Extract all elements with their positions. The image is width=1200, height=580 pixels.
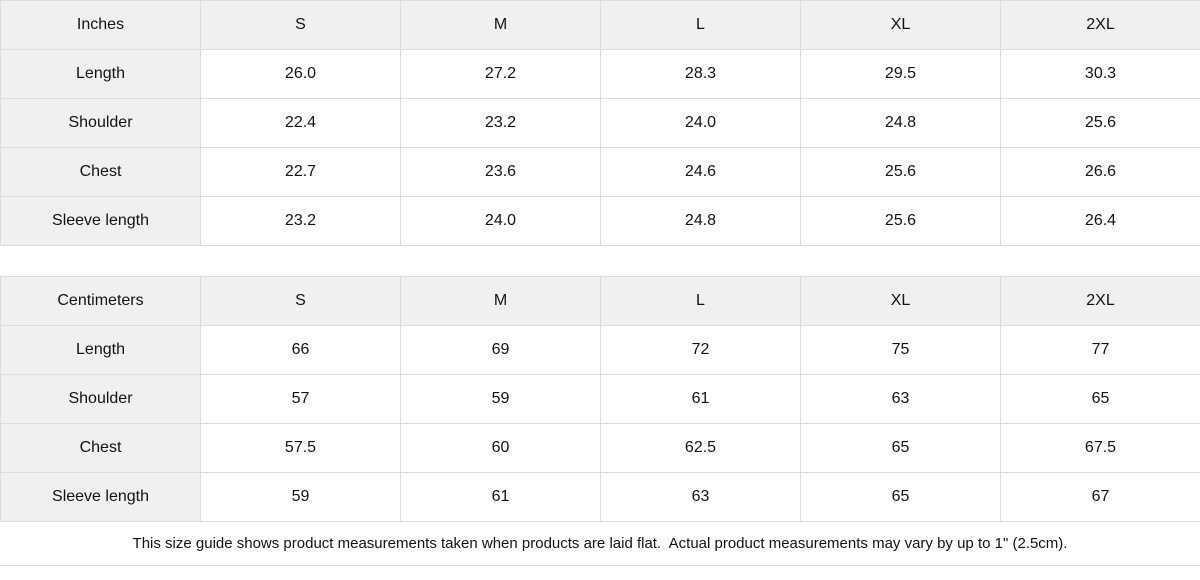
table-row: Shoulder 57 59 61 63 65 [0, 374, 1200, 424]
measurement-value: 65 [800, 472, 1001, 522]
measurement-value: 22.7 [200, 147, 401, 197]
table-header-row: Inches S M L XL 2XL [0, 0, 1200, 50]
measurement-label: Length [0, 325, 201, 375]
measurement-value: 72 [600, 325, 801, 375]
measurement-value: 63 [800, 374, 1001, 424]
measurement-label: Chest [0, 423, 201, 473]
measurement-value: 59 [200, 472, 401, 522]
measurement-value: 24.0 [600, 98, 801, 148]
measurement-value: 23.6 [400, 147, 601, 197]
measurement-value: 77 [1000, 325, 1200, 375]
measurement-value: 25.6 [800, 196, 1001, 246]
measurement-value: 25.6 [800, 147, 1001, 197]
footer-note-text: This size guide shows product measuremen… [132, 535, 1068, 552]
measurement-value: 24.0 [400, 196, 601, 246]
measurement-value: 24.6 [600, 147, 801, 197]
size-column-header-m: M [400, 0, 601, 50]
table-row: Sleeve length 23.2 24.0 24.8 25.6 26.4 [0, 196, 1200, 246]
measurement-value: 65 [800, 423, 1001, 473]
measurement-value: 62.5 [600, 423, 801, 473]
table-header-row: Centimeters S M L XL 2XL [0, 276, 1200, 326]
size-table-inches: Inches S M L XL 2XL Length 26.0 27.2 28.… [0, 0, 1200, 246]
measurement-value: 57 [200, 374, 401, 424]
size-column-header-l: L [600, 276, 801, 326]
size-column-header-xl: XL [800, 0, 1001, 50]
unit-header: Centimeters [0, 276, 201, 326]
size-column-header-2xl: 2XL [1000, 276, 1200, 326]
measurement-value: 61 [400, 472, 601, 522]
measurement-value: 60 [400, 423, 601, 473]
measurement-label: Sleeve length [0, 472, 201, 522]
measurement-label: Length [0, 49, 201, 99]
table-row: Length 26.0 27.2 28.3 29.5 30.3 [0, 49, 1200, 99]
measurement-value: 26.0 [200, 49, 401, 99]
measurement-label: Sleeve length [0, 196, 201, 246]
measurement-value: 66 [200, 325, 401, 375]
measurement-value: 26.6 [1000, 147, 1200, 197]
footer-note: This size guide shows product measuremen… [0, 522, 1200, 566]
measurement-value: 63 [600, 472, 801, 522]
measurement-value: 59 [400, 374, 601, 424]
measurement-value: 69 [400, 325, 601, 375]
size-column-header-xl: XL [800, 276, 1001, 326]
measurement-value: 25.6 [1000, 98, 1200, 148]
measurement-value: 28.3 [600, 49, 801, 99]
size-column-header-s: S [200, 276, 401, 326]
measurement-value: 61 [600, 374, 801, 424]
measurement-value: 23.2 [400, 98, 601, 148]
measurement-value: 23.2 [200, 196, 401, 246]
size-table-centimeters: Centimeters S M L XL 2XL Length 66 69 72… [0, 276, 1200, 522]
measurement-value: 65 [1000, 374, 1200, 424]
measurement-value: 24.8 [800, 98, 1001, 148]
size-column-header-s: S [200, 0, 401, 50]
measurement-value: 24.8 [600, 196, 801, 246]
measurement-value: 26.4 [1000, 196, 1200, 246]
measurement-label: Shoulder [0, 98, 201, 148]
table-row: Length 66 69 72 75 77 [0, 325, 1200, 375]
measurement-value: 75 [800, 325, 1001, 375]
unit-header: Inches [0, 0, 201, 50]
measurement-value: 22.4 [200, 98, 401, 148]
measurement-value: 29.5 [800, 49, 1001, 99]
measurement-value: 30.3 [1000, 49, 1200, 99]
measurement-label: Chest [0, 147, 201, 197]
size-column-header-2xl: 2XL [1000, 0, 1200, 50]
measurement-value: 67 [1000, 472, 1200, 522]
table-row: Chest 22.7 23.6 24.6 25.6 26.6 [0, 147, 1200, 197]
size-column-header-m: M [400, 276, 601, 326]
measurement-label: Shoulder [0, 374, 201, 424]
table-spacer [0, 246, 1200, 276]
table-row: Shoulder 22.4 23.2 24.0 24.8 25.6 [0, 98, 1200, 148]
measurement-value: 57.5 [200, 423, 401, 473]
table-row: Chest 57.5 60 62.5 65 67.5 [0, 423, 1200, 473]
measurement-value: 67.5 [1000, 423, 1200, 473]
measurement-value: 27.2 [400, 49, 601, 99]
table-row: Sleeve length 59 61 63 65 67 [0, 472, 1200, 522]
size-column-header-l: L [600, 0, 801, 50]
